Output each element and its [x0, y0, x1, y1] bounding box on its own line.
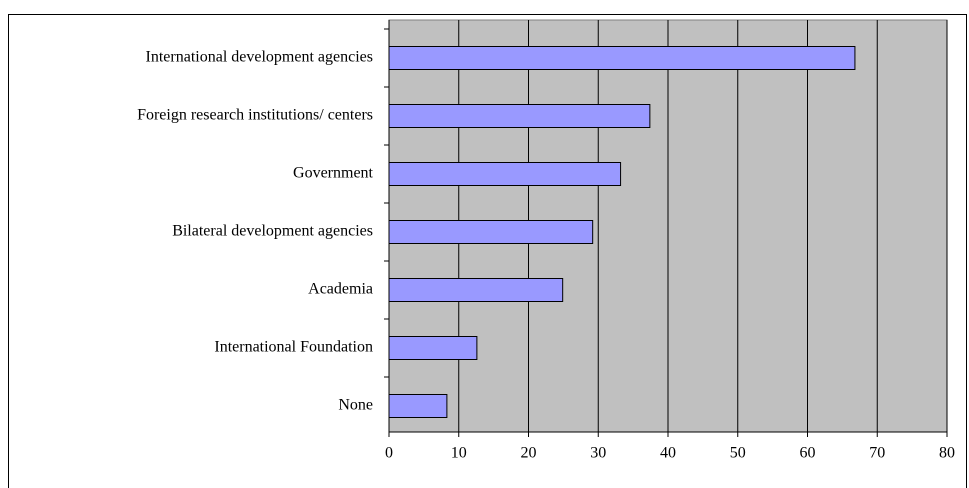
x-tick-label: 80	[939, 445, 955, 462]
y-tick-label: International development agencies	[146, 49, 373, 66]
bar	[388, 104, 651, 128]
y-tick-label: Foreign research institutions/ centers	[137, 107, 373, 124]
bar	[388, 46, 856, 70]
y-tick-label: Government	[293, 165, 374, 182]
y-tick-label: None	[338, 397, 373, 414]
bar	[388, 394, 448, 418]
bar	[388, 278, 564, 302]
x-tick-label: 30	[590, 445, 606, 462]
x-tick-label: 70	[869, 445, 885, 462]
x-tick-label: 60	[800, 445, 816, 462]
y-tick-label: International Foundation	[214, 339, 373, 356]
x-tick-label: 40	[660, 445, 676, 462]
y-tick-label: Academia	[308, 281, 373, 298]
bar	[388, 162, 622, 186]
x-tick-label: 50	[730, 445, 746, 462]
x-tick-label: 10	[451, 445, 467, 462]
x-tick-label: 0	[385, 445, 393, 462]
bar	[388, 336, 478, 360]
y-tick-label: Bilateral development agencies	[172, 223, 373, 240]
bar	[388, 220, 594, 244]
x-tick-label: 20	[521, 445, 537, 462]
